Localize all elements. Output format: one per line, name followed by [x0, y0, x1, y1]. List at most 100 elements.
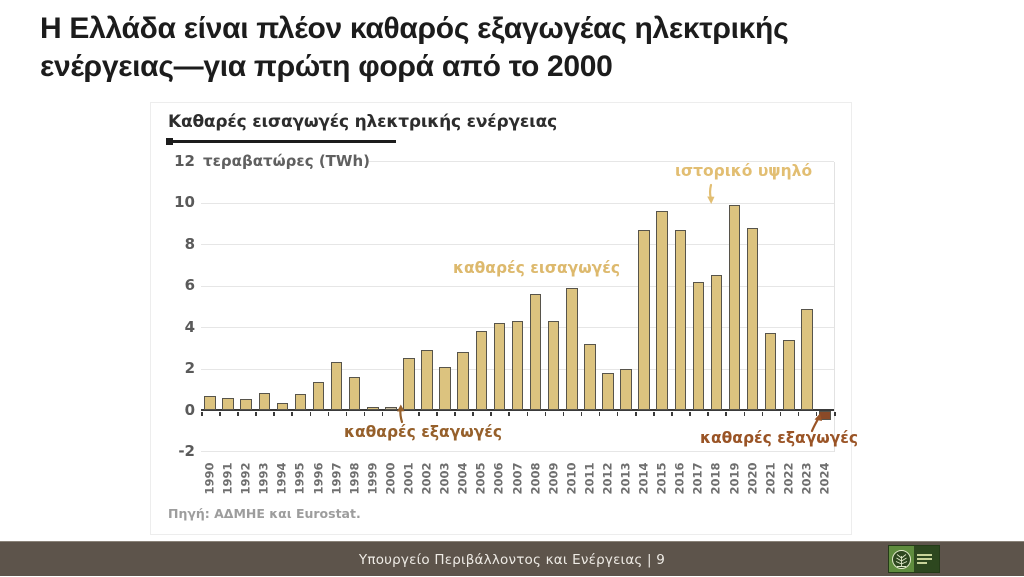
y-tick-label-2: 2: [184, 359, 195, 378]
x-axis-tick: [454, 411, 456, 416]
bar-2001: [403, 358, 415, 410]
x-axis-tick: [345, 411, 348, 416]
x-tick-label-2021: 2021: [763, 462, 778, 495]
x-tick-label-2009: 2009: [546, 462, 561, 495]
x-tick-label-2006: 2006: [491, 462, 506, 495]
ministry-logo-text: [914, 546, 939, 572]
x-axis-tick: [598, 411, 601, 416]
gridline-y10: [201, 202, 834, 204]
bar-2006: [493, 323, 506, 410]
bar-1996: [312, 382, 325, 410]
x-axis-tick: [490, 411, 492, 416]
x-axis-tick: [671, 411, 673, 416]
gridline-y6: [201, 285, 834, 287]
bar-2018: [710, 275, 723, 410]
bar-2012: [602, 372, 614, 410]
annotation-net-exports-2000: καθαρές εξαγωγές: [344, 423, 503, 441]
bar-1994: [276, 402, 289, 410]
bar-1990: [204, 395, 216, 410]
x-tick-label-2016: 2016: [672, 462, 687, 495]
chart-card: Καθαρές εισαγωγές ηλεκτρικής ενέργειας τ…: [150, 102, 858, 535]
x-tick-label-2010: 2010: [564, 462, 579, 495]
x-axis-tick: [381, 411, 384, 416]
x-axis-tick: [309, 411, 311, 416]
x-axis-tick: [508, 411, 510, 416]
footer-bar: Υπουργείο Περιβάλλοντος και Ενέργειας | …: [0, 541, 1024, 576]
bar-2020: [746, 227, 759, 410]
annotation-historic-high: ιστορικό υψηλό: [675, 162, 813, 180]
x-tick-label-2005: 2005: [473, 462, 488, 495]
chart-title: Καθαρές εισαγωγές ηλεκτρικής ενέργειας: [168, 112, 557, 132]
y-axis-unit-label: τεραβατώρες (TWh): [203, 152, 370, 170]
x-axis-tick: [544, 411, 547, 416]
bar-2002: [421, 349, 433, 410]
x-tick-label-2019: 2019: [727, 462, 742, 495]
bar-2004: [457, 352, 469, 410]
x-tick-label-2007: 2007: [510, 462, 524, 495]
x-tick-label-2003: 2003: [437, 462, 452, 495]
slide-title: Η Ελλάδα είναι πλέον καθαρός εξαγωγέας η…: [40, 10, 990, 86]
x-tick-label-2008: 2008: [528, 462, 543, 495]
footer-text: Υπουργείο Περιβάλλοντος και Ενέργειας | …: [358, 551, 666, 568]
x-axis-tick: [291, 411, 293, 416]
bar-2007: [511, 320, 524, 410]
x-tick-label-2002: 2002: [419, 462, 434, 495]
bar-1991: [222, 397, 234, 410]
gridline-y12: [369, 161, 834, 163]
x-tick-label-1993: 1993: [256, 462, 271, 495]
x-axis-tick: [201, 411, 203, 416]
bar-2010: [566, 287, 578, 410]
x-axis-tick: [255, 411, 257, 416]
slide-title-line2: ενέργειας—για πρώτη φορά από το 2000: [40, 49, 613, 83]
y-tick-label-6: 6: [184, 276, 195, 295]
x-tick-label-1995: 1995: [292, 462, 307, 495]
x-tick-label-1994: 1994: [274, 462, 289, 495]
bar-2016: [674, 229, 687, 410]
x-axis-tick: [327, 411, 330, 416]
x-axis-tick: [761, 411, 764, 416]
x-axis-tick: [616, 411, 619, 416]
ministry-logo: [888, 545, 940, 573]
x-axis-tick: [472, 411, 474, 416]
annotation-net-exports-2024: καθαρές εξαγωγές: [700, 429, 859, 447]
bar-1993: [258, 393, 271, 410]
arrow-down-icon: [707, 183, 715, 204]
x-tick-label-1992: 1992: [238, 462, 253, 495]
x-tick-label-1997: 1997: [329, 462, 344, 495]
bar-2014: [638, 229, 650, 410]
plot-right-border: [834, 161, 835, 452]
source-note: Πηγή: ΑΔΜΗΕ και Eurostat.: [168, 506, 361, 521]
bar-1998: [348, 376, 361, 410]
bar-2013: [620, 368, 632, 410]
gridline-y8: [201, 244, 834, 246]
bar-1992: [240, 398, 252, 410]
x-tick-label-2014: 2014: [636, 462, 651, 495]
bar-2015: [656, 211, 668, 410]
bar-2021: [764, 333, 777, 410]
x-tick-label-1991: 1991: [220, 462, 235, 495]
x-tick-label-2024: 2024: [817, 462, 832, 495]
x-tick-label-2004: 2004: [455, 462, 470, 495]
y-tick-label-12: 12: [174, 151, 195, 170]
y-tick-label-10: 10: [174, 193, 195, 212]
x-axis-tick: [797, 411, 800, 416]
x-axis-tick: [237, 411, 239, 416]
x-tick-label-1990: 1990: [202, 462, 217, 495]
x-tick-label-2000: 2000: [383, 462, 398, 495]
x-axis-tick: [219, 411, 221, 416]
bar-2003: [439, 366, 451, 410]
x-tick-label-1999: 1999: [365, 462, 380, 495]
x-axis-tick: [526, 411, 529, 416]
x-tick-label-1998: 1998: [347, 462, 362, 495]
y-tick-label-4: 4: [184, 317, 195, 336]
x-tick-label-2012: 2012: [600, 462, 615, 495]
x-tick-label-2011: 2011: [582, 462, 597, 495]
x-axis-tick: [815, 411, 818, 416]
y-tick-label--2: -2: [178, 441, 195, 460]
x-axis-tick: [779, 411, 782, 416]
x-axis-tick: [707, 411, 709, 416]
bar-2022: [783, 339, 795, 410]
arrow-up-icon: [397, 404, 405, 424]
bar-2009: [547, 320, 560, 410]
